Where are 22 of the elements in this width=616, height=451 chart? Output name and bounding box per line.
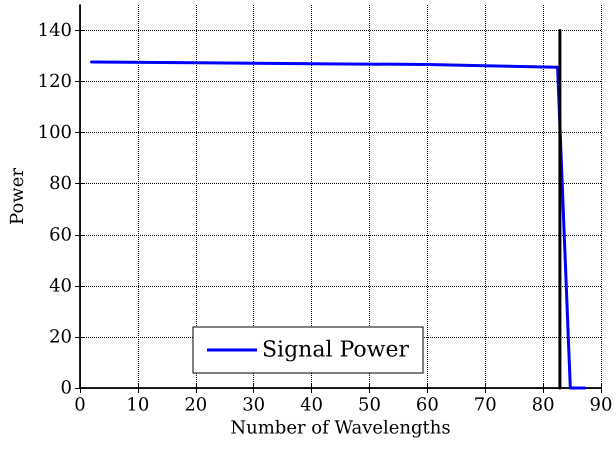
y-tick-label: 120 [38, 71, 72, 92]
y-axis-title: Power [7, 168, 28, 225]
x-tick-label: 10 [126, 394, 150, 416]
x-axis-title: Number of Wavelengths [230, 417, 451, 438]
x-tick-label: 0 [74, 394, 86, 416]
x-tick-label: 50 [358, 394, 381, 416]
x-tick-label: 40 [300, 394, 324, 416]
y-tick-label: 60 [49, 224, 72, 246]
x-tick-label: 70 [474, 394, 497, 416]
y-tick-label: 20 [49, 326, 72, 348]
line-series [90, 60, 586, 390]
y-tick-label: 0 [60, 378, 72, 398]
y-tick-label: 80 [49, 173, 72, 194]
x-tick-label: 30 [242, 394, 266, 416]
y-tick-label: 40 [49, 275, 72, 296]
x-tick-label: 90 [590, 394, 612, 416]
y-tick-label: 140 [38, 20, 72, 42]
x-tick-label: 80 [532, 394, 555, 416]
legend-label: Signal Power [262, 338, 410, 362]
y-tick-label: 100 [38, 122, 72, 144]
x-tick-label: 60 [416, 394, 439, 416]
x-tick-label: 20 [184, 394, 208, 416]
